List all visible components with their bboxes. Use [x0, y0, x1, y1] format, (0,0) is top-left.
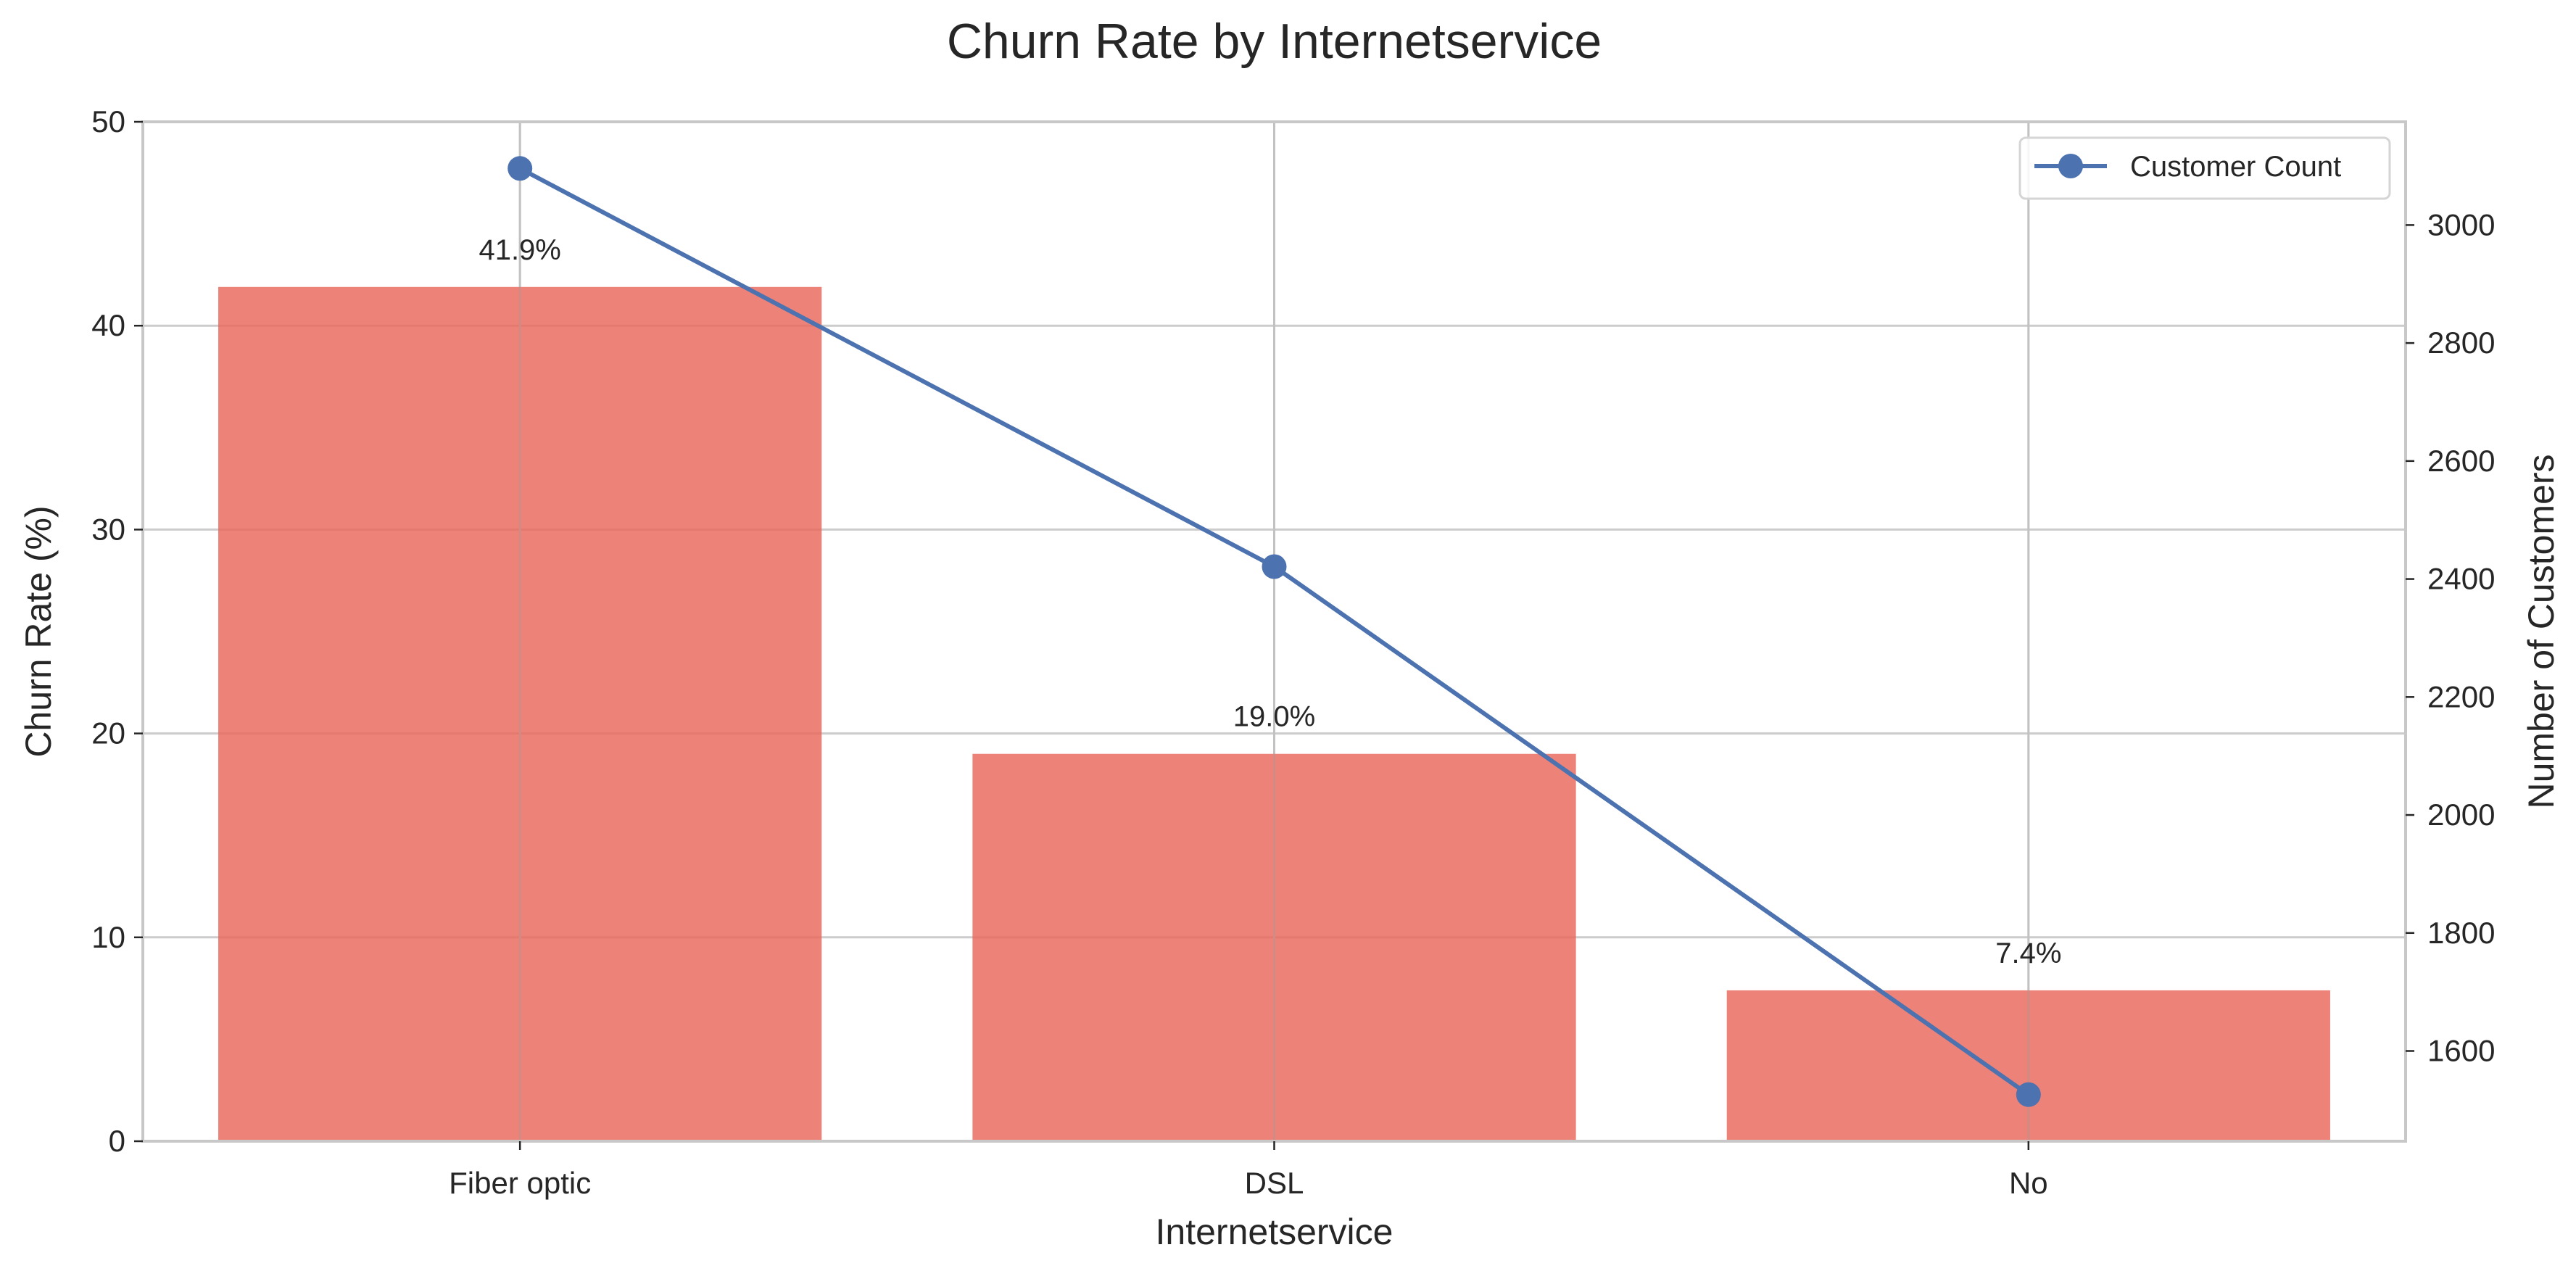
y-axis-label: Churn Rate (%) — [18, 505, 59, 757]
x-axis-label: Internetservice — [1156, 1212, 1393, 1252]
y2-tick-label: 2200 — [2427, 679, 2495, 713]
x-tick-label: DSL — [1245, 1166, 1304, 1200]
bar-layer — [218, 122, 2330, 1142]
y-tick-label: 20 — [91, 716, 125, 750]
y-tick-label: 0 — [109, 1124, 125, 1158]
chart-title: Churn Rate by Internetservice — [947, 14, 1602, 69]
customer-count-point — [2016, 1082, 2041, 1107]
x-tick-label: No — [2009, 1166, 2048, 1200]
y2-tick-label: 3000 — [2427, 207, 2495, 241]
legend-label: Customer Count — [2130, 151, 2341, 183]
customer-count-point — [1262, 554, 1287, 579]
y2-tick-label: 2800 — [2427, 326, 2495, 360]
y2-tick-label: 2000 — [2427, 798, 2495, 832]
legend: Customer Count — [2018, 136, 2391, 200]
x-tick-label: Fiber optic — [449, 1166, 591, 1200]
y2-tick-label: 1800 — [2427, 916, 2495, 950]
bar-value-label: 7.4% — [1995, 937, 2061, 969]
label-layer: 41.9% 19.0% 7.4% — [479, 234, 2061, 969]
y-tick-label: 40 — [91, 308, 125, 342]
y-tick-label: 10 — [91, 920, 125, 954]
y-tick-label: 30 — [91, 512, 125, 546]
legend-box — [2018, 136, 2391, 200]
bar-no — [1726, 990, 2330, 1141]
y2-tick-label: 1600 — [2427, 1034, 2495, 1068]
line-layer — [508, 156, 2041, 1107]
tick-layer: 0 10 20 30 40 50 1600 1800 2000 2200 2400 2600 2800 3… — [91, 104, 2495, 1200]
bar-dsl — [972, 753, 1576, 1141]
y2-tick-label: 2600 — [2427, 444, 2495, 478]
y2-axis-label: Number of Customers — [2521, 454, 2561, 808]
customer-count-point — [508, 156, 533, 181]
bar-value-label: 19.0% — [1233, 701, 1315, 733]
y-tick-label: 50 — [91, 104, 125, 138]
legend-marker-swatch — [2058, 154, 2083, 178]
y2-tick-label: 2400 — [2427, 562, 2495, 596]
bar-fiber-optic — [218, 286, 822, 1142]
bar-value-label: 41.9% — [479, 234, 560, 266]
